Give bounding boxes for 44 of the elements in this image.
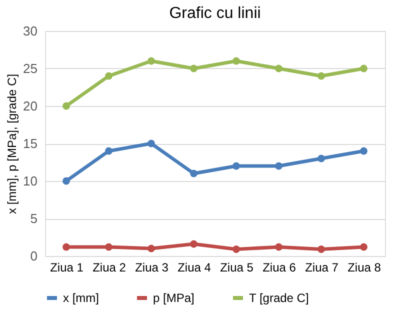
point xyxy=(275,243,282,251)
point xyxy=(318,246,325,253)
point xyxy=(190,64,198,72)
point xyxy=(275,162,282,170)
point xyxy=(62,177,70,185)
y-tick-label: 30 xyxy=(23,24,38,38)
point xyxy=(148,140,155,148)
x-tick-label: Ziua 7 xyxy=(305,260,339,274)
x-tick-label: Ziua 3 xyxy=(135,260,169,274)
chart-title: Grafic cu linii xyxy=(169,5,261,22)
point xyxy=(360,64,368,72)
point xyxy=(318,154,325,162)
point xyxy=(148,57,155,65)
x-tick-label: Ziua 2 xyxy=(92,260,126,274)
y-tick-label: 10 xyxy=(23,174,38,188)
point xyxy=(105,147,112,155)
legend-label: T [grade C] xyxy=(249,291,309,305)
y-axis-title: x [mm], p [MPa], [grade C] xyxy=(5,74,20,214)
point xyxy=(105,72,112,80)
y-tick-label: 20 xyxy=(23,98,38,114)
legend-label: p [MPa] xyxy=(153,291,194,305)
x-tick-label: Ziua 5 xyxy=(220,260,254,274)
y-tick-label: 5 xyxy=(30,211,38,226)
legend-label: x [mm] xyxy=(63,291,99,305)
y-tick-label: 25 xyxy=(23,61,38,76)
point xyxy=(62,243,70,251)
point xyxy=(148,244,155,252)
point xyxy=(360,147,368,155)
point xyxy=(360,243,368,251)
point xyxy=(232,162,240,170)
x-tick-label: Ziua 6 xyxy=(262,260,296,274)
x-tick-label: Ziua 8 xyxy=(348,260,382,274)
point xyxy=(232,57,240,65)
point xyxy=(318,72,325,80)
y-tick-label: 15 xyxy=(23,136,38,151)
point xyxy=(232,246,240,253)
point xyxy=(105,243,112,251)
x-tick-label: Ziua 1 xyxy=(50,260,84,274)
point xyxy=(62,102,70,110)
point xyxy=(190,240,198,248)
x-tick-label: Ziua 4 xyxy=(178,260,212,274)
point xyxy=(190,170,198,178)
point xyxy=(275,64,282,72)
y-tick-label: 0 xyxy=(30,248,38,264)
